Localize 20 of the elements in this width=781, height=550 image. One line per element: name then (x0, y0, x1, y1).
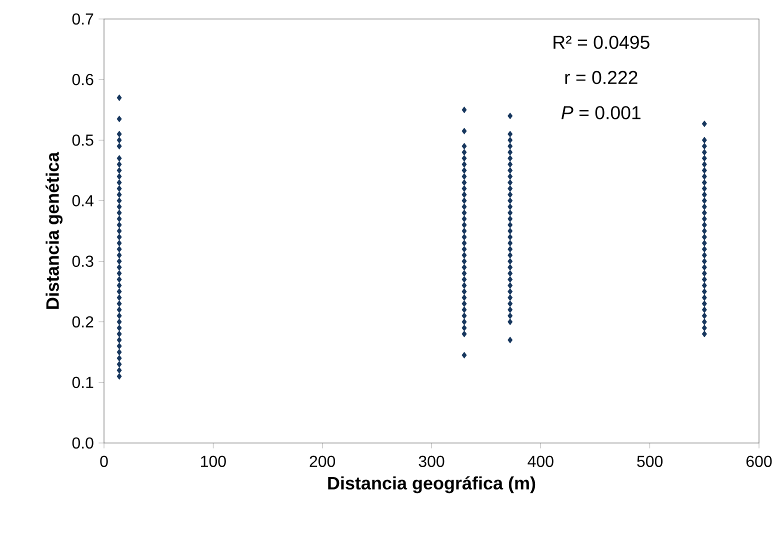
x-tick-label: 300 (418, 456, 444, 468)
x-tick-label: 200 (310, 456, 336, 468)
y-tick-label: 0.0 (72, 437, 94, 449)
y-tick-label: 0.3 (72, 256, 94, 267)
y-axis-title: Distancia genética (46, 152, 63, 309)
x-tick-label: 400 (528, 456, 554, 468)
y-tick-label: 0.7 (72, 13, 94, 25)
annotation: R² = 0.0495 (554, 36, 650, 49)
x-axis-title: Distancia geográfica (m) (328, 476, 536, 494)
x-tick-label: 0 (100, 456, 108, 468)
y-tick-label: 0.4 (72, 195, 94, 206)
y-tick-label: 0.1 (72, 376, 94, 388)
x-tick-label: 600 (746, 456, 772, 468)
y-tick-label: 0.2 (72, 316, 94, 328)
x-tick-label: 500 (637, 456, 663, 468)
y-tick-label: 0.5 (72, 134, 94, 146)
annotation: r = 0.222 (565, 70, 638, 84)
annotation: P = 0.001 (561, 106, 640, 120)
y-tick-label: 0.6 (72, 74, 94, 86)
x-tick-label: 100 (201, 456, 226, 468)
